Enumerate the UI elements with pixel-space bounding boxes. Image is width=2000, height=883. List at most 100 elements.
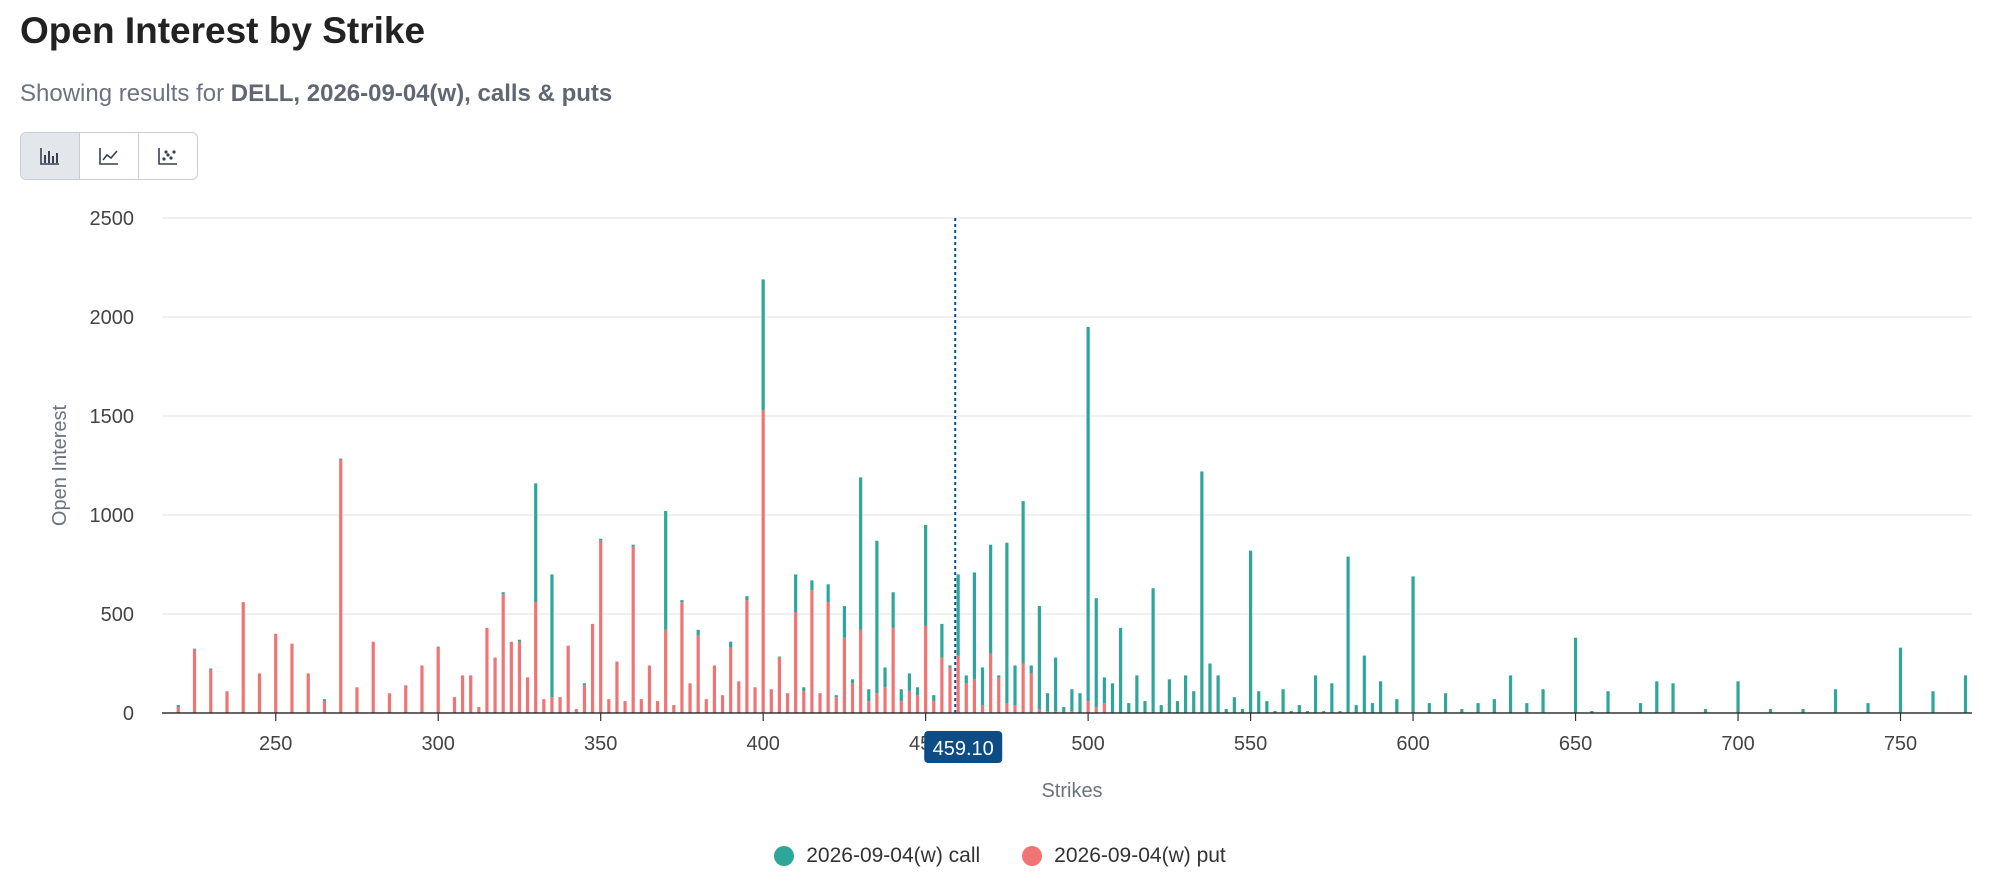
bar-call	[761, 279, 765, 411]
bar-call	[1590, 711, 1594, 713]
bar-put	[1102, 703, 1106, 713]
bar-call	[1338, 711, 1342, 713]
bar-put	[769, 689, 773, 713]
bar-call	[907, 673, 911, 692]
bar-put	[493, 657, 497, 713]
bar-call	[777, 656, 782, 658]
bar-call	[1671, 683, 1675, 713]
bar-put	[477, 707, 481, 713]
bar-call	[436, 646, 440, 648]
scatter-chart-button[interactable]	[139, 133, 197, 179]
bar-call	[680, 600, 684, 603]
bar-call	[1021, 501, 1025, 664]
legend-item-call[interactable]: 2026-09-04(w) call	[774, 844, 980, 868]
bar-call	[915, 687, 920, 696]
bar-call	[1224, 709, 1228, 713]
bar-put	[355, 687, 359, 713]
bar-put	[777, 657, 782, 713]
bar-call	[1005, 542, 1009, 704]
bar-call	[1378, 681, 1383, 713]
bar-call	[1135, 675, 1139, 713]
bar-put	[1029, 673, 1033, 713]
bar-call	[696, 629, 700, 636]
bar-call	[1541, 689, 1545, 713]
bar-put	[542, 699, 546, 713]
bar-put	[1086, 701, 1090, 713]
legend-put-label: 2026-09-04(w) put	[1054, 844, 1226, 867]
bar-put	[209, 669, 213, 713]
bar-put	[729, 647, 733, 713]
bar-call	[1102, 677, 1106, 704]
x-tick-label: 350	[584, 733, 617, 755]
bar-call	[1313, 675, 1318, 713]
bar-call	[1508, 675, 1513, 713]
bar-put	[712, 665, 717, 713]
bar-put	[745, 600, 749, 713]
scatter-chart-icon	[158, 148, 177, 165]
bar-call	[1054, 657, 1058, 712]
line-chart-button[interactable]	[80, 133, 139, 179]
bar-call	[1094, 598, 1098, 708]
bar-put	[501, 594, 505, 713]
bar-put	[834, 697, 838, 713]
bar-call	[834, 695, 838, 698]
bar-put	[241, 602, 245, 713]
bar-put	[859, 629, 863, 713]
bar-call	[1086, 326, 1090, 702]
bar-put	[404, 685, 408, 713]
bar-call	[1525, 703, 1529, 713]
bar-put	[306, 673, 310, 713]
bar-call	[1736, 681, 1740, 713]
bar-call	[1151, 588, 1155, 713]
bar-call	[802, 687, 806, 692]
bar-call	[1638, 703, 1643, 713]
page-title: Open Interest by Strike	[20, 10, 426, 51]
bar-call	[1573, 637, 1578, 713]
bar-put	[989, 653, 993, 713]
bar-call	[1159, 705, 1163, 713]
bar-call	[932, 695, 936, 702]
bar-chart-button[interactable]	[21, 133, 80, 179]
bar-put	[590, 623, 595, 713]
bar-put	[956, 655, 960, 713]
chart-type-toggle	[20, 132, 198, 180]
bar-put	[802, 691, 806, 713]
bar-call	[1443, 693, 1448, 713]
price-marker-badge	[924, 731, 1003, 763]
bar-put	[599, 540, 603, 713]
bar-put	[339, 459, 343, 713]
bar-call	[956, 574, 960, 656]
bar-put	[566, 645, 570, 713]
bar-put	[907, 691, 911, 713]
bar-call	[1963, 675, 1968, 713]
bar-put	[696, 635, 700, 713]
bar-put	[655, 701, 660, 713]
bar-put	[639, 699, 643, 713]
bar-put	[623, 701, 627, 713]
bar-call	[997, 675, 1001, 678]
bar-put	[1045, 711, 1050, 713]
bar-call	[964, 675, 968, 684]
bar-call	[501, 592, 505, 595]
bar-call	[989, 544, 993, 654]
bar-call	[1289, 711, 1293, 713]
x-tick-label: 250	[259, 733, 292, 755]
bar-call	[1257, 691, 1261, 713]
bar-call	[1322, 711, 1326, 713]
bar-call	[1362, 655, 1366, 713]
bar-call	[1476, 703, 1480, 713]
subtitle-query: DELL, 2026-09-04(w), calls & puts	[230, 80, 613, 107]
bar-put	[883, 687, 887, 713]
bar-call	[1346, 556, 1350, 713]
legend-item-put[interactable]: 2026-09-04(w) put	[1022, 844, 1226, 868]
bar-put	[915, 695, 920, 713]
bar-put	[1005, 703, 1009, 713]
bar-call	[924, 524, 928, 626]
bar-put	[997, 677, 1001, 713]
bar-call	[826, 584, 830, 603]
bar-call	[1045, 693, 1050, 712]
bar-call	[899, 689, 903, 702]
bar-put	[891, 627, 895, 713]
bar-call	[859, 477, 863, 630]
bar-call	[1931, 691, 1935, 713]
